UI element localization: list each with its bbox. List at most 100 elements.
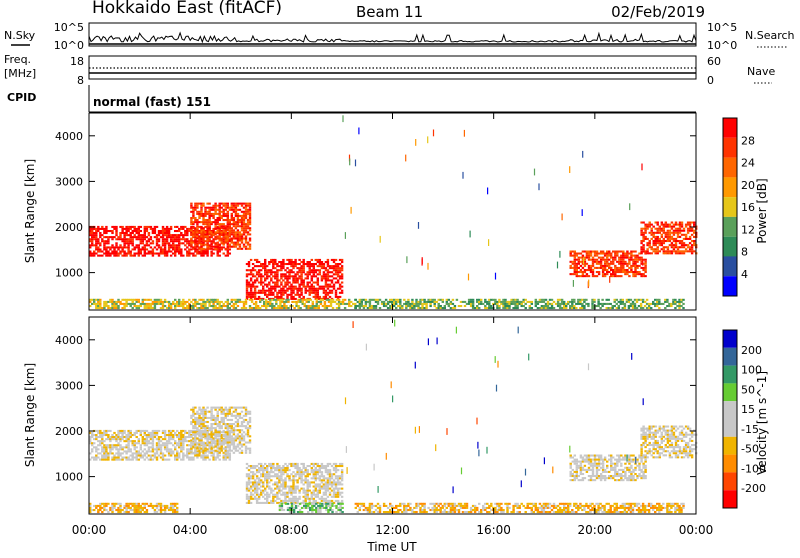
heatmap-cell xyxy=(198,415,200,417)
heatmap-cell xyxy=(136,430,138,432)
heatmap-cell xyxy=(413,305,415,307)
heatmap-cell xyxy=(292,279,294,281)
heatmap-cell xyxy=(194,425,196,427)
heatmap-cell xyxy=(249,435,251,437)
heatmap-cell xyxy=(225,242,227,244)
nsky-tick-bottom: 10^0 xyxy=(54,39,84,52)
heatmap-cell xyxy=(614,257,616,259)
heatmap-cell xyxy=(101,440,103,442)
heatmap-cell xyxy=(516,299,518,301)
heatmap-cell xyxy=(442,301,444,303)
heatmap-cell xyxy=(245,299,247,301)
heatmap-cell xyxy=(202,203,204,205)
heatmap-cell xyxy=(223,229,225,231)
heatmap-cell xyxy=(673,230,675,232)
heatmap-cell xyxy=(99,444,101,446)
heatmap-cell xyxy=(160,436,162,438)
heatmap-cell xyxy=(622,271,624,273)
heatmap-cell xyxy=(214,433,216,435)
heatmap-cell xyxy=(614,299,616,301)
heatmap-cell xyxy=(194,435,196,437)
heatmap-cell xyxy=(109,450,111,452)
heatmap-cell xyxy=(651,252,653,254)
heatmap-cell xyxy=(661,236,663,238)
heatmap-cell xyxy=(119,444,121,446)
heatmap-cell xyxy=(495,273,496,280)
heatmap-cell xyxy=(573,280,574,287)
heatmap-cell xyxy=(561,303,563,305)
heatmap-cell xyxy=(268,263,270,265)
heatmap-cell xyxy=(219,229,221,231)
heatmap-cell xyxy=(188,299,190,301)
heatmap-cell xyxy=(634,269,636,271)
heatmap-cell xyxy=(319,477,321,479)
heatmap-cell xyxy=(184,244,186,246)
heatmap-cell xyxy=(241,240,243,242)
heatmap-cell xyxy=(150,236,152,238)
heatmap-cell xyxy=(93,457,95,459)
heatmap-cell xyxy=(248,481,250,483)
heatmap-cell xyxy=(123,307,125,309)
heatmap-cell xyxy=(278,488,280,490)
heatmap-cell xyxy=(327,261,329,263)
heatmap-cell xyxy=(204,421,206,423)
heatmap-cell xyxy=(276,294,278,296)
heatmap-cell xyxy=(245,419,247,421)
heatmap-cell xyxy=(266,271,268,273)
heatmap-cell xyxy=(245,446,247,448)
heatmap-cell xyxy=(231,240,233,242)
heatmap-cell xyxy=(258,481,260,483)
heatmap-cell xyxy=(487,188,488,195)
heatmap-cell xyxy=(170,246,172,248)
heatmap-cell xyxy=(276,271,278,273)
heatmap-cell xyxy=(274,488,276,490)
heatmap-cell xyxy=(628,261,630,263)
heatmap-cell xyxy=(204,413,206,415)
heatmap-cell xyxy=(188,452,190,454)
heatmap-cell xyxy=(121,248,123,250)
heatmap-cell xyxy=(99,303,101,305)
heatmap-cell xyxy=(219,433,221,435)
heatmap-cell xyxy=(227,299,229,301)
heatmap-cell xyxy=(170,226,172,228)
heatmap-cell xyxy=(196,246,198,248)
heatmap-cell xyxy=(221,301,223,303)
heatmap-cell xyxy=(219,205,221,207)
heatmap-cell xyxy=(407,301,409,303)
heatmap-cell xyxy=(229,446,231,448)
heatmap-cell xyxy=(641,164,642,171)
heatmap-cell xyxy=(223,455,225,457)
heatmap-cell xyxy=(276,263,278,265)
heatmap-cell xyxy=(217,419,219,421)
heatmap-cell xyxy=(683,246,685,248)
heatmap-cell xyxy=(192,459,194,461)
heatmap-cell xyxy=(231,233,233,235)
heatmap-cell xyxy=(406,256,407,263)
heatmap-cell xyxy=(377,303,379,305)
heatmap-cell xyxy=(341,269,343,271)
heatmap-cell xyxy=(252,477,254,479)
heatmap-cell xyxy=(221,217,223,219)
heatmap-cell xyxy=(284,286,286,288)
heatmap-cell xyxy=(298,263,300,265)
heatmap-cell xyxy=(127,457,129,459)
heatmap-cell xyxy=(196,211,198,213)
heatmap-cell xyxy=(285,305,287,307)
heatmap-cell xyxy=(119,455,121,457)
heatmap-cell xyxy=(144,452,146,454)
heatmap-cell xyxy=(223,439,225,441)
heatmap-cell xyxy=(319,490,321,492)
heatmap-cell xyxy=(300,277,302,279)
heatmap-cell xyxy=(196,253,198,255)
heatmap-cell xyxy=(399,299,401,301)
heatmap-cell xyxy=(413,307,415,309)
heatmap-cell xyxy=(227,248,229,250)
heatmap-cell xyxy=(246,279,248,281)
nsearch-tick-top: 10^5 xyxy=(707,21,737,34)
heatmap-cell xyxy=(208,446,210,448)
heatmap-cell xyxy=(592,257,594,259)
heatmap-cell xyxy=(202,242,204,244)
heatmap-cell xyxy=(212,439,214,441)
heatmap-cell xyxy=(292,292,294,294)
heatmap-cell xyxy=(119,251,121,253)
